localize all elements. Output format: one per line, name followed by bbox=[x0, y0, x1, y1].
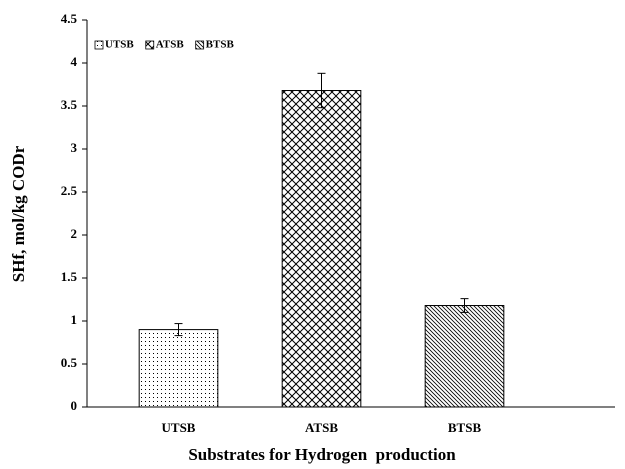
legend-label: UTSB bbox=[105, 39, 134, 51]
legend-label: ATSB bbox=[156, 39, 185, 51]
y-tick-label: 4.5 bbox=[61, 11, 78, 26]
bar bbox=[281, 90, 362, 408]
legend-swatch bbox=[195, 40, 205, 50]
x-tick-label: BTSB bbox=[448, 420, 482, 435]
y-tick-label: 1.5 bbox=[61, 269, 78, 284]
legend-swatch bbox=[145, 40, 155, 50]
y-tick-label: 2 bbox=[71, 226, 78, 241]
bar bbox=[424, 305, 505, 408]
y-axis-label: SHf, mol/kg CODr bbox=[9, 145, 28, 282]
x-tick-label: UTSB bbox=[162, 420, 196, 435]
legend-label: BTSB bbox=[206, 39, 235, 51]
y-tick-label: 1 bbox=[71, 312, 78, 327]
bar bbox=[138, 329, 219, 408]
y-tick-label: 3 bbox=[71, 140, 78, 155]
y-tick-label: 0 bbox=[71, 398, 78, 413]
x-tick-label: ATSB bbox=[305, 420, 338, 435]
y-tick-label: 3.5 bbox=[61, 97, 78, 112]
y-tick-label: 0.5 bbox=[61, 355, 78, 370]
legend-swatch bbox=[94, 40, 104, 50]
y-tick-label: 4 bbox=[71, 54, 78, 69]
x-axis-label: Substrates for Hydrogen production bbox=[188, 445, 456, 464]
y-tick-label: 2.5 bbox=[61, 183, 78, 198]
